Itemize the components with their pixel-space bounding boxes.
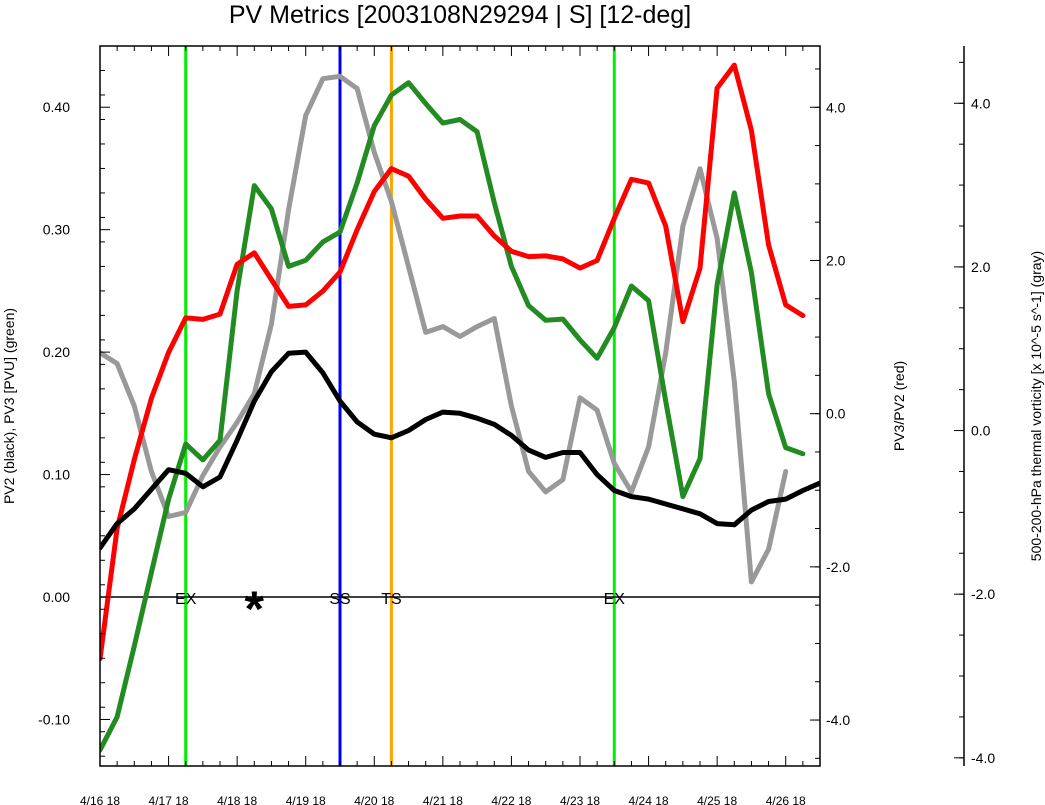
left-tick-label: 0.20: [43, 344, 70, 360]
event-label-ss-3: SS: [329, 591, 350, 608]
right-tick-label: -2.0: [826, 559, 850, 575]
left-axis-title: PV2 (black), PV3 [PVU] (green): [1, 308, 17, 504]
series-lines: [100, 62, 820, 753]
left-tick-label: 0.00: [43, 589, 70, 605]
star-marker: *: [245, 581, 265, 637]
right-tick-label: 0.0: [826, 406, 846, 422]
pv3-line-green: [100, 80, 806, 753]
right-tick-label: 4.0: [826, 99, 846, 115]
right-axis-title: PV3/PV2 (red): [891, 361, 907, 451]
chart-title: PV Metrics [2003108N29294 | S] [12-deg]: [229, 1, 691, 29]
left-tick-label: 0.10: [43, 467, 70, 483]
x-tick-label: 4/22 18: [491, 794, 531, 805]
x-tick-label: 4/24 18: [629, 794, 669, 805]
left-tick-label: 0.40: [43, 99, 70, 115]
vorticity-line-gray: [100, 73, 789, 585]
event-label-ex-5: EX: [604, 591, 626, 608]
event-annotations: EX * SS TS EX: [175, 581, 625, 637]
far-right-tick-label: 2.0: [971, 259, 991, 275]
x-tick-label: 4/21 18: [423, 794, 463, 805]
x-tick-label: 4/23 18: [560, 794, 600, 805]
left-tick-label: 0.30: [43, 222, 70, 238]
x-tick-label: 4/18 18: [217, 794, 257, 805]
x-tick-label: 4/25 18: [697, 794, 737, 805]
axes: 4/16 18 4/17 18 4/18 18 4/19 18 4/20 18 4/21 …: [38, 45, 995, 805]
far-right-tick-label: 4.0: [971, 95, 991, 111]
event-lines: [184, 46, 616, 766]
x-tick-label: 4/19 18: [286, 794, 326, 805]
x-tick-label: 4/26 18: [766, 794, 806, 805]
left-tick-label: -0.10: [38, 711, 70, 727]
right-tick-label: -4.0: [826, 712, 850, 728]
x-tick-label: 4/16 18: [80, 794, 120, 805]
pv2-line-black: [100, 349, 820, 551]
far-right-tick-label: -4.0: [971, 750, 995, 766]
event-label-ex-1: EX: [175, 591, 197, 608]
right-tick-label: 2.0: [826, 252, 846, 268]
x-tick-label: 4/20 18: [354, 794, 394, 805]
far-right-tick-label: 0.0: [971, 423, 991, 439]
far-right-tick-label: -2.0: [971, 586, 995, 602]
ratio-line-red: [100, 62, 806, 662]
far-right-axis-title: 500-200-hPa thermal vorticity [x 10^-5 s…: [1028, 251, 1044, 561]
x-tick-label: 4/17 18: [149, 794, 189, 805]
event-label-ts-4: TS: [381, 591, 401, 608]
